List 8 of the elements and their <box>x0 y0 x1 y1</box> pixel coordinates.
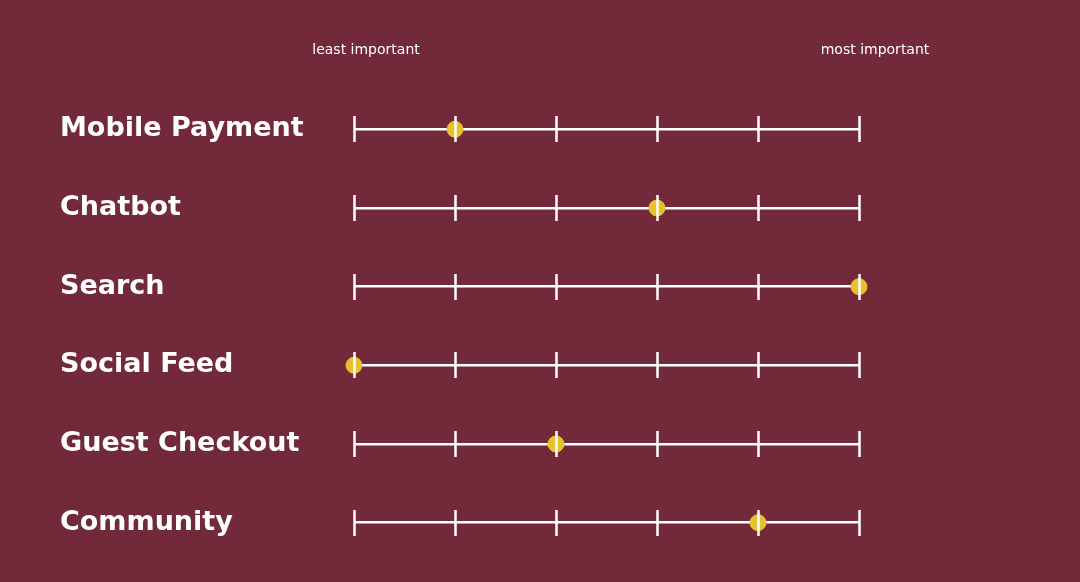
y-tick-label: Mobile Payment <box>60 111 304 143</box>
y-tick-label: Community <box>60 504 234 536</box>
y-tick-label: Social Feed <box>60 347 234 379</box>
y-tick-label: Chatbot <box>60 190 182 222</box>
y-tick-label: Guest Checkout <box>60 426 300 458</box>
text: most important <box>820 40 930 57</box>
text: least important <box>312 40 421 57</box>
y-tick-label: Search <box>60 268 165 300</box>
